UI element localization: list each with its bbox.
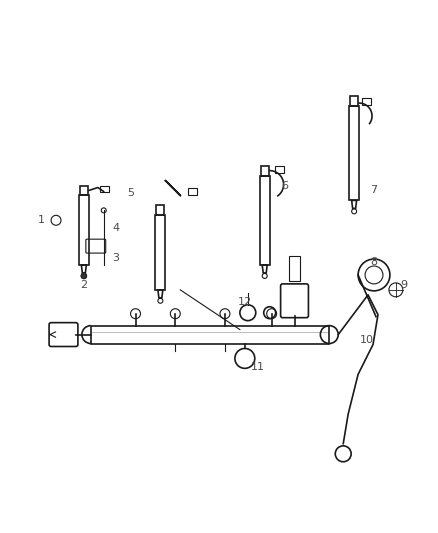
Text: 3: 3	[112, 253, 119, 263]
Bar	[261, 166, 268, 175]
Text: 11: 11	[251, 362, 265, 373]
Bar	[79, 196, 89, 265]
Bar	[289, 256, 300, 281]
Bar	[156, 205, 164, 215]
Text: 5: 5	[127, 189, 134, 198]
Text: 4: 4	[112, 223, 119, 233]
Bar	[350, 96, 358, 106]
Text: 8: 8	[371, 257, 378, 267]
Text: 9: 9	[400, 280, 407, 290]
Bar	[349, 106, 359, 200]
Text: 6: 6	[281, 181, 288, 190]
Circle shape	[81, 273, 87, 279]
Text: 7: 7	[371, 185, 378, 196]
Bar	[100, 185, 109, 192]
Bar	[275, 166, 283, 173]
Bar	[80, 185, 88, 196]
Text: 10: 10	[360, 335, 374, 344]
Bar	[188, 189, 197, 196]
Bar	[155, 215, 165, 290]
Text: 12: 12	[238, 297, 252, 307]
Text: 2: 2	[80, 280, 88, 290]
Bar	[91, 326, 329, 343]
Bar	[260, 175, 270, 265]
Text: 1: 1	[38, 215, 45, 225]
Bar	[362, 98, 371, 105]
